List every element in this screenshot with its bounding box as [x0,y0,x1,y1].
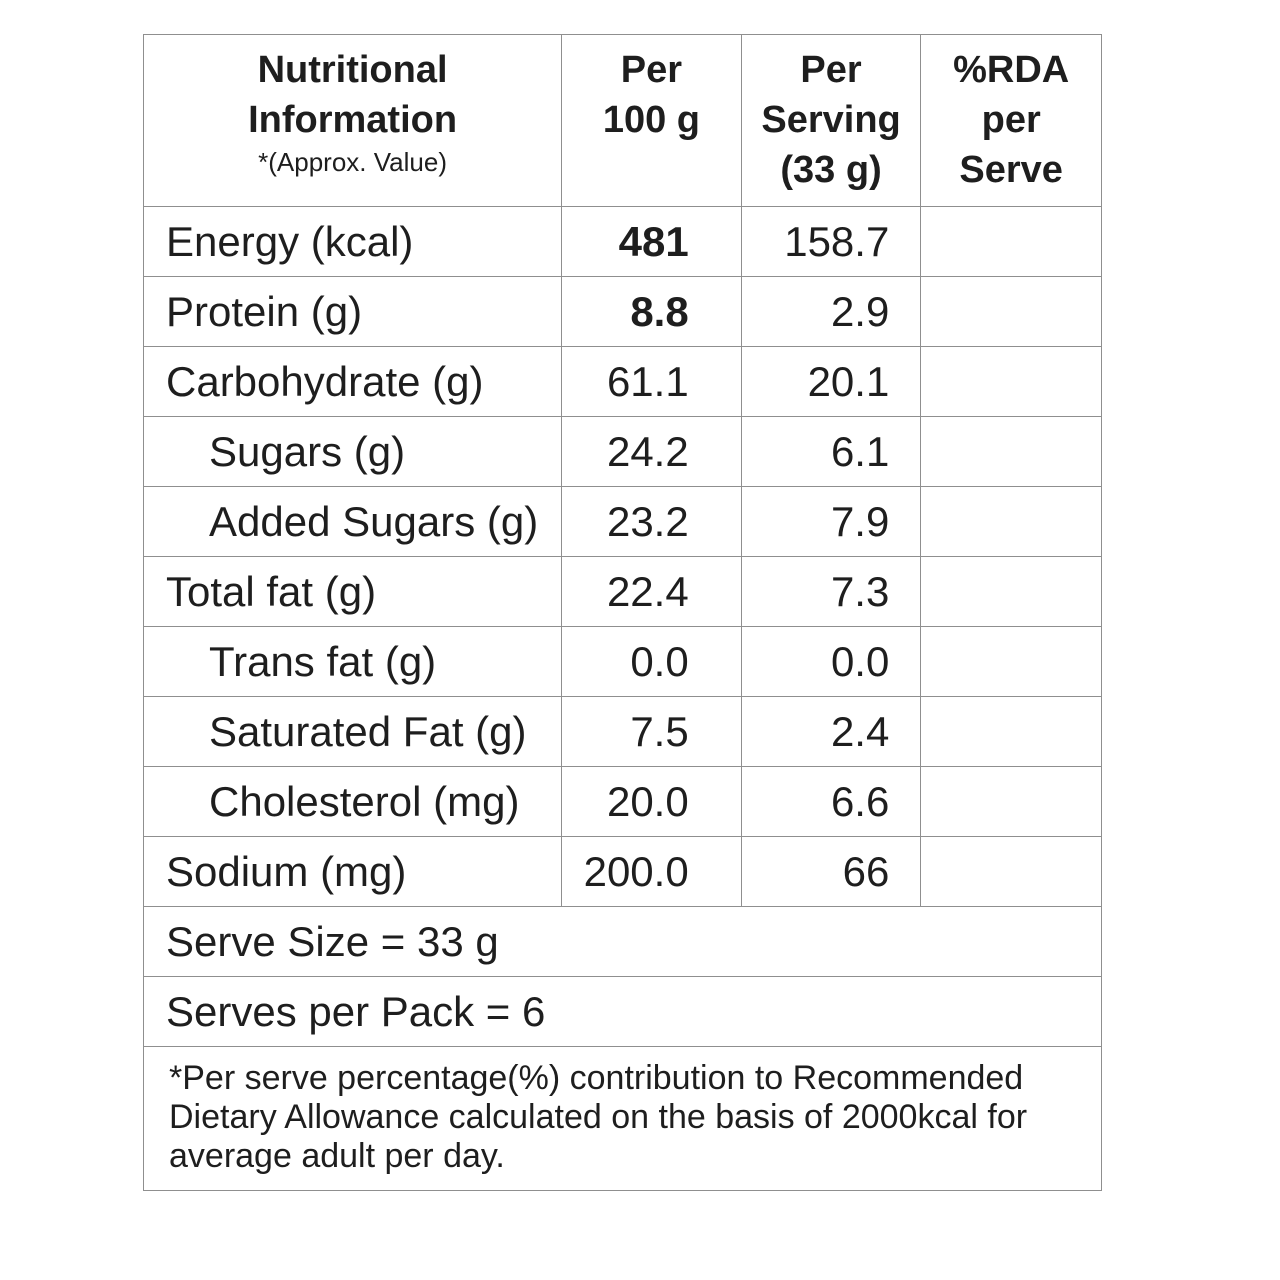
header-col1-line1: Nutritional [257,49,448,91]
value-per-serving: 0.0 [740,627,921,696]
nutrient-name: Sugars (g) [209,428,406,475]
nutrient-name: Energy (kcal) [166,218,414,265]
value-per-serving: 20.1 [740,347,921,416]
value-per-100g: 20.0 [561,767,741,836]
footnote-row: *Per serve percentage(%) contribution to… [144,1046,1101,1190]
nutrient-name: Sodium (mg) [166,848,407,895]
header-col3-line2: Serving [761,99,901,141]
value-rda [920,767,1101,836]
header-approx-note: *(Approx. Value) [258,147,447,177]
table-row: Cholesterol (mg) 20.0 6.6 [144,766,1101,836]
value-per-100g: 8.8 [561,277,741,346]
header-rda: %RDA per Serve [920,35,1101,206]
value-per-100g: 200.0 [561,837,741,906]
value-rda [920,417,1101,486]
serve-size: Serve Size = 33 g [166,918,499,965]
value-per-100g: 481 [561,207,741,276]
header-col1-line2: Information [248,99,458,141]
serves-per-pack-row: Serves per Pack = 6 [144,976,1101,1046]
value-rda [920,207,1101,276]
table-row: Carbohydrate (g) 61.1 20.1 [144,346,1101,416]
value-rda [920,697,1101,766]
nutrient-name: Carbohydrate (g) [166,358,484,405]
serve-size-row: Serve Size = 33 g [144,906,1101,976]
nutrient-name: Added Sugars (g) [209,498,539,545]
header-per-100g: Per 100 g [561,35,741,206]
value-per-serving: 158.7 [740,207,921,276]
nutrient-name: Total fat (g) [166,568,377,615]
value-per-serving: 6.6 [740,767,921,836]
header-col4-line3: Serve [959,149,1063,191]
table-row: Added Sugars (g) 23.2 7.9 [144,486,1101,556]
serves-per-pack: Serves per Pack = 6 [166,988,546,1035]
value-per-100g: 23.2 [561,487,741,556]
header-col3-line1: Per [800,49,862,91]
value-per-serving: 2.4 [740,697,921,766]
nutrient-name: Saturated Fat (g) [209,708,527,755]
nutrient-name: Cholesterol (mg) [209,778,520,825]
table-header-row: Nutritional Information *(Approx. Value)… [144,35,1101,206]
table-row: Saturated Fat (g) 7.5 2.4 [144,696,1101,766]
value-rda [920,557,1101,626]
value-rda [920,277,1101,346]
value-per-100g: 7.5 [561,697,741,766]
header-per-serving: Per Serving (33 g) [740,35,921,206]
value-per-serving: 66 [740,837,921,906]
table-row: Trans fat (g) 0.0 0.0 [144,626,1101,696]
header-col4-line2: per [981,99,1041,141]
table-row: Energy (kcal) 481 158.7 [144,206,1101,276]
value-rda [920,837,1101,906]
table-row: Sodium (mg) 200.0 66 [144,836,1101,906]
header-col2-line1: Per [620,49,683,91]
value-per-100g: 22.4 [561,557,741,626]
header-col2-line2: 100 g [602,99,701,141]
value-rda [920,347,1101,416]
header-col3-line3: (33 g) [780,149,882,191]
value-per-100g: 61.1 [561,347,741,416]
nutrient-name: Trans fat (g) [209,638,437,685]
header-col4-line1: %RDA [953,49,1070,91]
table-row: Protein (g) 8.8 2.9 [144,276,1101,346]
value-rda [920,627,1101,696]
table-row: Total fat (g) 22.4 7.3 [144,556,1101,626]
footnote: *Per serve percentage(%) contribution to… [169,1059,1028,1175]
value-per-100g: 24.2 [561,417,741,486]
value-rda [920,487,1101,556]
table-row: Sugars (g) 24.2 6.1 [144,416,1101,486]
value-per-serving: 2.9 [740,277,921,346]
value-per-serving: 7.3 [740,557,921,626]
value-per-serving: 7.9 [740,487,921,556]
nutrition-table: Nutritional Information *(Approx. Value)… [143,34,1102,1191]
header-nutritional-information: Nutritional Information *(Approx. Value) [144,35,561,206]
nutrient-name: Protein (g) [166,288,363,335]
value-per-serving: 6.1 [740,417,921,486]
value-per-100g: 0.0 [561,627,741,696]
